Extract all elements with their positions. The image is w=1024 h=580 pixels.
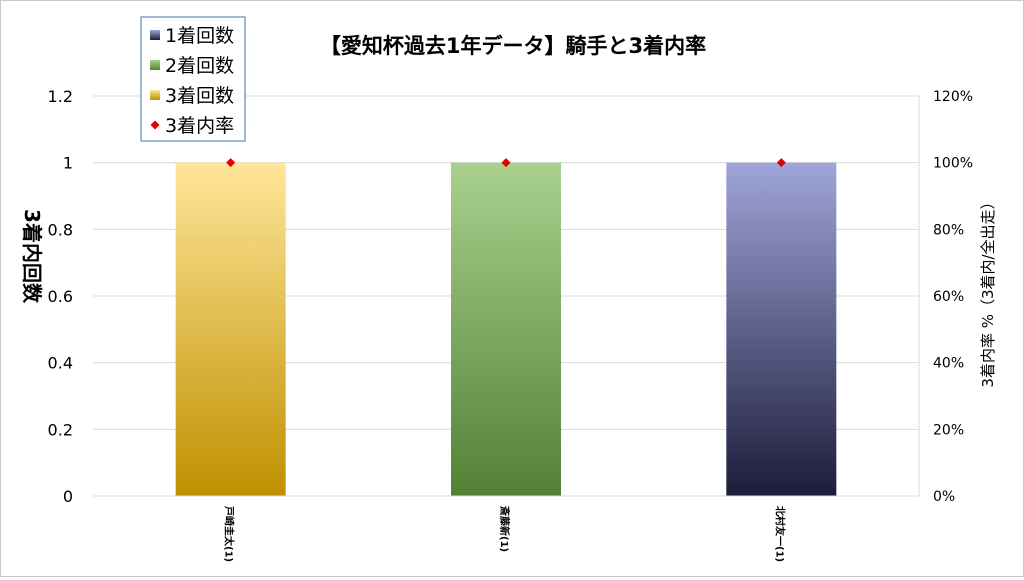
axis-layer: 0 0% 0.2 20% 0.4 40% 0.6 60% 0.8 80% 1 100% 1.2 120% 戸… (48, 87, 973, 562)
y2-tick-label: 0% (933, 489, 955, 505)
legend-swatch (150, 60, 160, 70)
bar-layer (175, 162, 837, 496)
legend-label: 2着回数 (165, 55, 234, 77)
y2-axis-label: 3着内率 %（3着内/全出走） (979, 194, 997, 387)
y2-tick-label: 40% (933, 356, 964, 372)
y-tick-label: 0.6 (48, 287, 73, 306)
y2-tick-label: 20% (933, 422, 964, 438)
y-tick-label: 0.4 (48, 354, 73, 373)
bar-3着回数 (175, 162, 286, 496)
y-tick-label: 0 (63, 487, 73, 506)
y-tick-label: 0.2 (48, 420, 73, 439)
marker-layer (226, 158, 786, 168)
chart-title: 【愛知杯過去1年データ】騎手と3着内率 (320, 34, 706, 58)
legend: 1着回数 2着回数 3着回数 3着内率 (140, 16, 246, 142)
y-axis-label: 3着内回数 (20, 209, 44, 304)
y2-tick-label: 100% (933, 156, 973, 172)
legend-swatch (150, 120, 160, 130)
legend-swatch (150, 90, 160, 100)
legend-label: 3着内率 (165, 115, 234, 137)
legend-label: 3着回数 (165, 85, 234, 107)
legend-swatch (150, 30, 160, 40)
y-tick-label: 0.8 (48, 220, 73, 239)
marker-point (226, 158, 236, 168)
y2-tick-label: 120% (933, 89, 973, 105)
legend-label: 1着回数 (165, 25, 234, 47)
y2-tick-label: 60% (933, 289, 964, 305)
marker-point (776, 158, 786, 168)
bar-1着回数 (726, 162, 837, 496)
y-tick-label: 1.2 (48, 87, 73, 106)
marker-point (501, 158, 511, 168)
x-tick-label: 戸崎圭太(1) (223, 506, 236, 562)
y2-tick-label: 80% (933, 222, 964, 238)
x-tick-label: 斎藤新(1) (498, 506, 511, 552)
bar-2着回数 (451, 162, 561, 496)
y-tick-label: 1 (63, 154, 73, 173)
x-tick-label: 北村友一(1) (773, 506, 786, 562)
